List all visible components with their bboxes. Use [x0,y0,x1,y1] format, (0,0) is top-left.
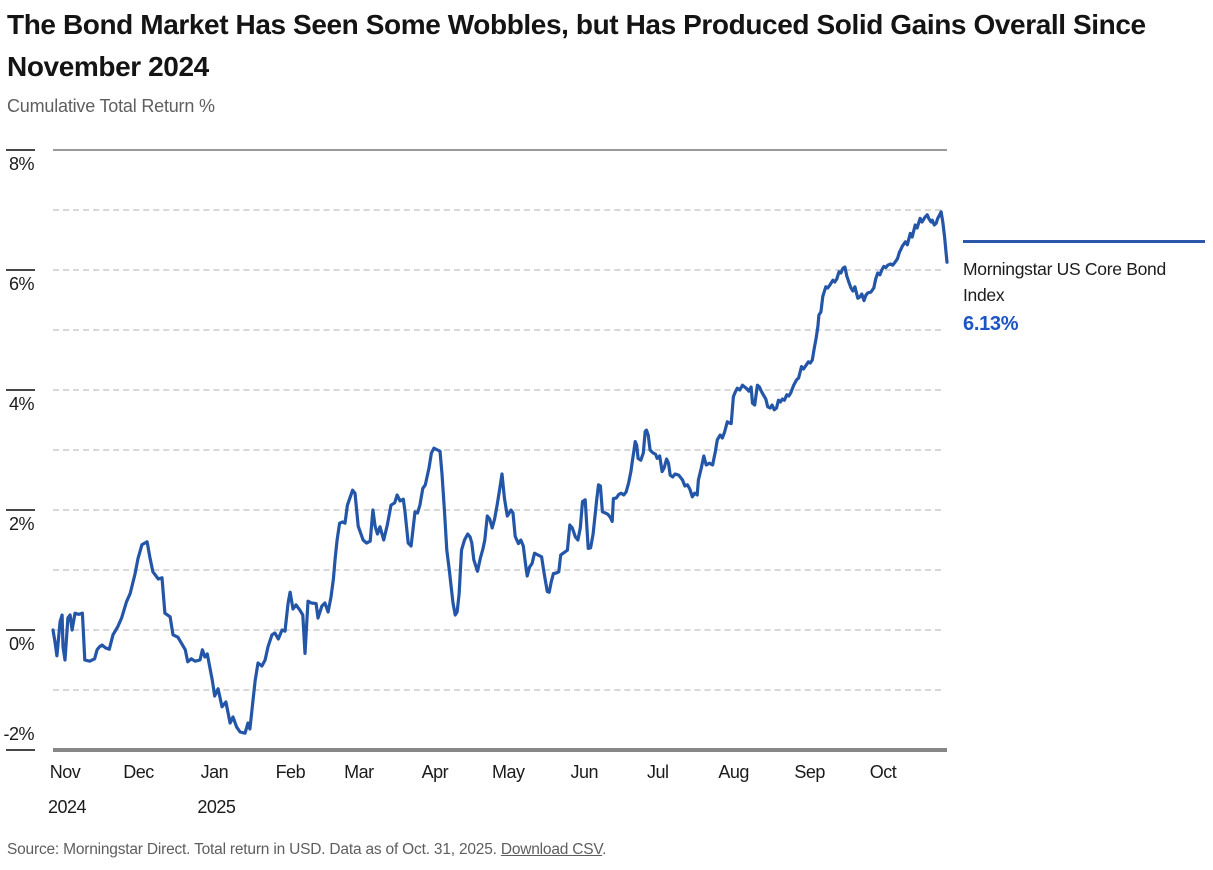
y-axis-label-4%: 4% [8,394,35,414]
x-axis-label-feb: Feb [275,762,306,782]
x-axis-label-jul: Jul [646,762,669,782]
legend-series-name: Morningstar US Core Bond Index [963,259,1166,305]
gridline-6pct [53,269,941,271]
gridline-5pct [53,329,941,331]
x-axis-label-jan: Jan [200,762,229,782]
gridline--1pct [53,689,941,691]
y-axis-label--2%: -2% [3,724,34,744]
gridline-0pct [53,629,941,631]
gridline-1pct [53,569,941,571]
page-title: The Bond Market Has Seen Some Wobbles, b… [7,4,1187,88]
x-axis-label-dec: Dec [123,762,154,782]
x-axis-label-aug: Aug [718,762,749,782]
x-axis-label-jun: Jun [570,762,599,782]
y-axis-tick-4% [6,389,35,391]
gridline-3pct [53,449,941,451]
x-axis-label-mar: Mar [344,762,374,782]
gridline-4pct [53,389,941,391]
x-axis-label-sep: Sep [794,762,825,782]
y-axis-tick-6% [6,269,35,271]
y-axis-label-8%: 8% [8,154,35,174]
x-axis-label-may: May [492,762,525,782]
legend-series-value: 6.13% [963,313,1019,335]
x-axis-label-oct: Oct [869,762,897,782]
y-axis-tick-8% [6,149,35,151]
series-line-morningstar-us-core-bond-index [51,210,949,735]
x-axis-year-2025: 2025 [197,797,236,817]
x-axis-line [53,748,947,752]
chart-subtitle: Cumulative Total Return % [7,96,215,116]
source-note: Source: Morningstar Direct. Total return… [7,841,606,859]
source-text: Source: Morningstar Direct. Total return… [7,841,501,858]
y-axis-label-2%: 2% [8,514,35,534]
y-axis-tick-2% [6,509,35,511]
series-legend: Morningstar US Core Bond Index 6.13% [963,240,1213,336]
x-axis-label-apr: Apr [421,762,449,782]
plot-top-border [53,149,947,151]
gridline-2pct [53,509,941,511]
y-axis-label-0%: 0% [8,634,35,654]
y-axis-tick--2% [6,749,35,751]
source-suffix: . [602,841,607,858]
legend-series-color-line [963,240,1205,243]
x-axis-year-2024: 2024 [47,797,87,817]
y-axis-tick-0% [6,629,35,631]
y-axis-label-6%: 6% [8,274,35,294]
gridline-7pct [53,209,941,211]
download-csv-link[interactable]: Download CSV [500,841,603,858]
x-axis-label-nov: Nov [49,762,81,782]
page-title-line-2: November 2024 [7,51,209,82]
page-title-line-1: The Bond Market Has Seen Some Wobbles, b… [7,9,1146,40]
